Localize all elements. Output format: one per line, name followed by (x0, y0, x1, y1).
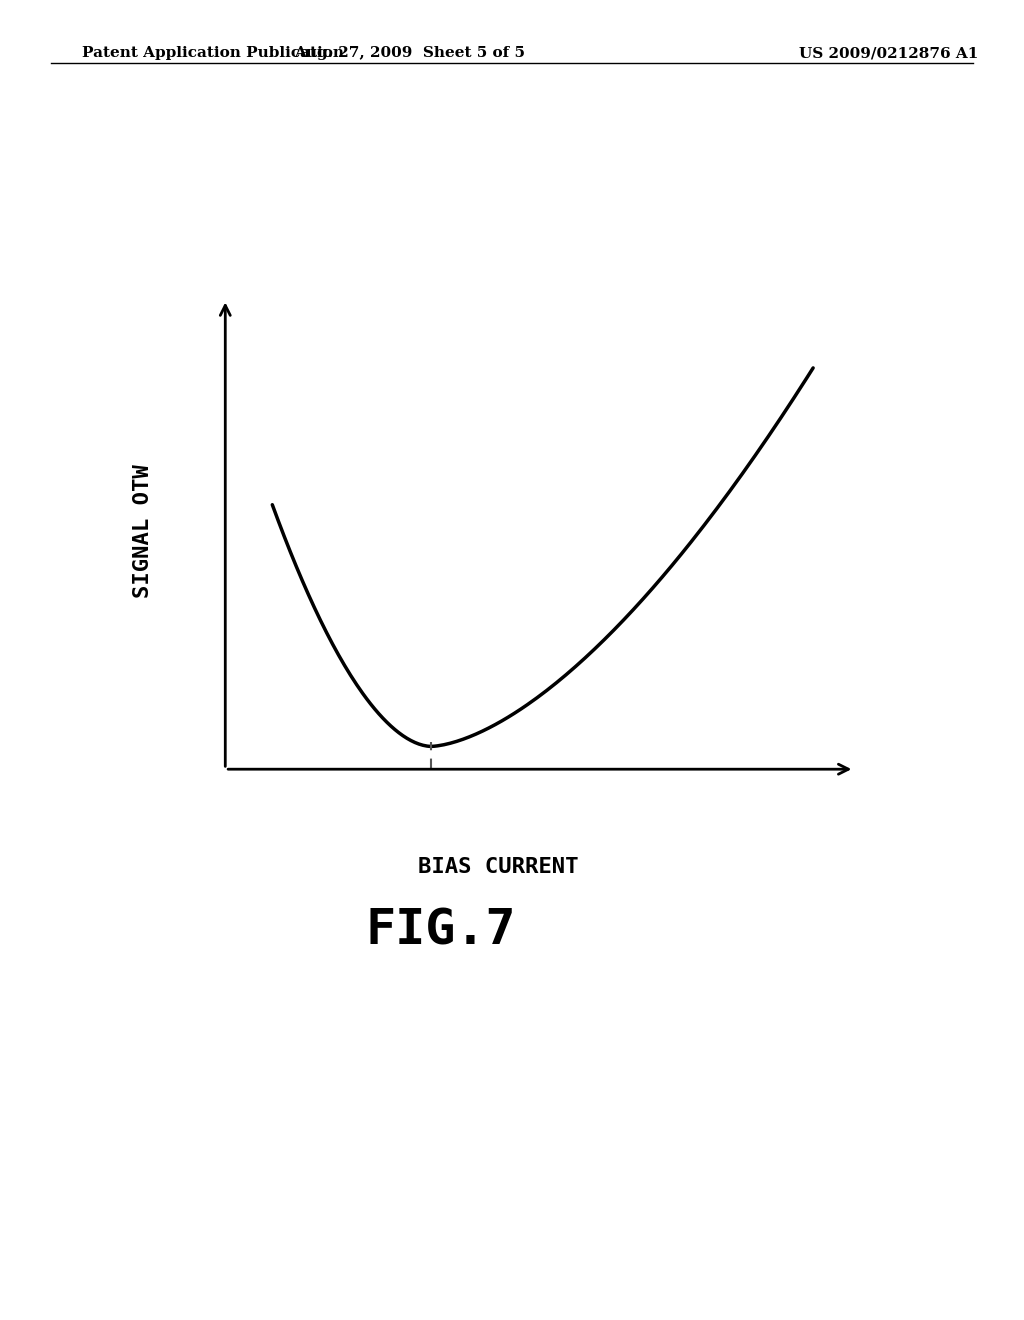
Text: SIGNAL OTW: SIGNAL OTW (133, 465, 153, 598)
Text: US 2009/0212876 A1: US 2009/0212876 A1 (799, 46, 978, 61)
Text: FIG.7: FIG.7 (365, 907, 516, 954)
Text: Patent Application Publication: Patent Application Publication (82, 46, 344, 61)
Text: BIAS CURRENT: BIAS CURRENT (418, 857, 579, 878)
Text: Aug. 27, 2009  Sheet 5 of 5: Aug. 27, 2009 Sheet 5 of 5 (294, 46, 525, 61)
